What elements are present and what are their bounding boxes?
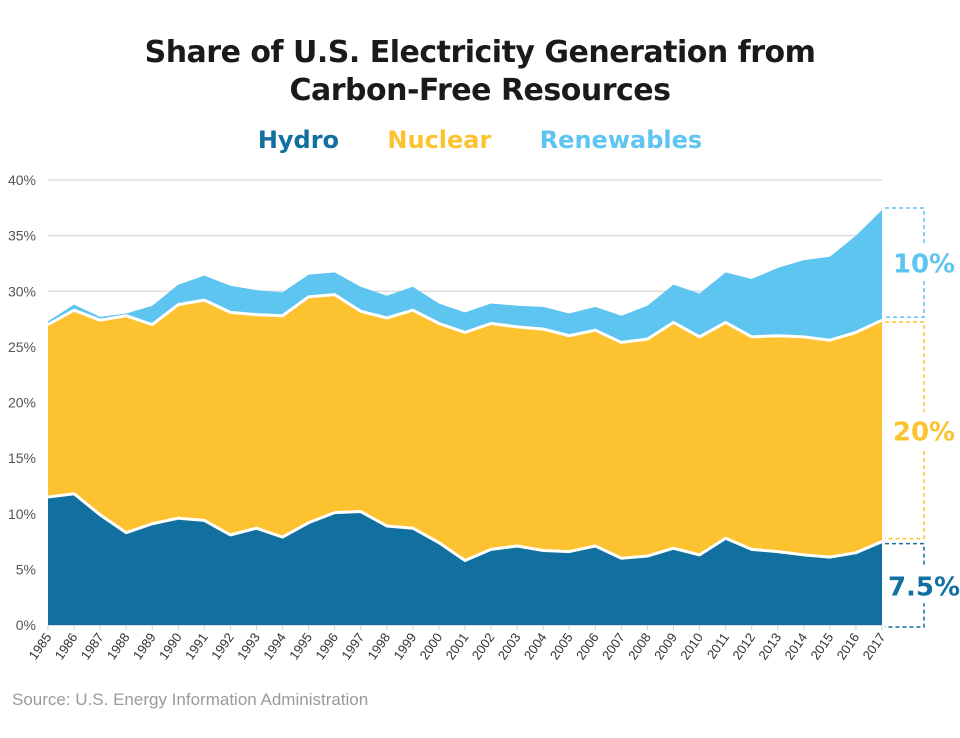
x-tick-label: 2000 bbox=[417, 630, 446, 662]
area-renewables bbox=[48, 210, 882, 343]
x-tick-label: 2010 bbox=[677, 630, 706, 662]
x-tick-label: 1992 bbox=[208, 630, 237, 662]
x-tick-label: 2003 bbox=[495, 630, 524, 662]
x-tick-label: 2015 bbox=[807, 630, 836, 662]
x-tick-label: 1990 bbox=[156, 630, 185, 662]
x-tick-label: 2017 bbox=[860, 630, 889, 662]
chart-title: Share of U.S. Electricity Generation fro… bbox=[0, 34, 960, 110]
y-tick-label: 30% bbox=[8, 283, 36, 299]
x-tick-label: 1997 bbox=[338, 630, 367, 662]
x-tick-label: 2013 bbox=[755, 630, 784, 662]
x-tick-label: 1989 bbox=[130, 630, 159, 662]
y-tick-label: 25% bbox=[8, 339, 36, 355]
y-tick-label: 5% bbox=[16, 561, 36, 577]
x-tick-label: 1986 bbox=[52, 630, 81, 662]
annotation-label-bg bbox=[894, 244, 954, 281]
legend: Hydro Nuclear Renewables bbox=[0, 126, 960, 154]
x-tick-label: 1999 bbox=[390, 630, 419, 662]
x-tick-label: 1995 bbox=[286, 630, 315, 662]
annotation-label-nuclear: 20% bbox=[893, 417, 955, 447]
x-tick-label: 2014 bbox=[781, 630, 810, 662]
x-tick-label: 2011 bbox=[704, 630, 732, 662]
x-tick-label: 1996 bbox=[312, 630, 341, 662]
y-tick-label: 10% bbox=[8, 506, 36, 522]
legend-nuclear: Nuclear bbox=[387, 126, 492, 154]
x-tick-label: 1985 bbox=[26, 630, 55, 662]
legend-renewables: Renewables bbox=[539, 126, 703, 154]
title-line-1: Share of U.S. Electricity Generation fro… bbox=[144, 35, 816, 70]
annotation-label-renewables: 10% bbox=[893, 250, 955, 280]
x-tick-label: 2012 bbox=[729, 630, 758, 662]
x-tick-label: 2007 bbox=[599, 630, 628, 662]
boundary-nuclear bbox=[47, 293, 883, 344]
x-tick-label: 1987 bbox=[78, 630, 107, 662]
legend-hydro: Hydro bbox=[257, 126, 340, 154]
x-tick-label: 1988 bbox=[104, 630, 133, 662]
title-line-2: Carbon-Free Resources bbox=[289, 73, 671, 108]
y-tick-label: 15% bbox=[8, 450, 36, 466]
x-tick-label: 1993 bbox=[234, 630, 263, 662]
x-tick-label: 2005 bbox=[547, 630, 576, 662]
x-tick-label: 2009 bbox=[651, 630, 680, 662]
x-tick-label: 1994 bbox=[260, 630, 289, 662]
x-tick-label: 2006 bbox=[573, 630, 602, 662]
y-tick-label: 35% bbox=[8, 228, 36, 244]
y-tick-label: 40% bbox=[8, 172, 36, 188]
annotation-label-hydro: 7.5% bbox=[888, 572, 960, 602]
x-tick-label: 2004 bbox=[521, 630, 550, 662]
x-tick-label: 1991 bbox=[182, 630, 211, 662]
y-tick-label: 0% bbox=[16, 617, 36, 633]
annotation-label-bg bbox=[894, 412, 954, 449]
x-tick-label: 2016 bbox=[834, 630, 863, 662]
area-hydro bbox=[48, 493, 882, 625]
x-tick-label: 2001 bbox=[443, 630, 472, 662]
boundary-hydro bbox=[47, 492, 883, 562]
y-tick-label: 20% bbox=[8, 395, 36, 411]
source-note: Source: U.S. Energy Information Administ… bbox=[12, 690, 369, 709]
area-nuclear bbox=[48, 294, 882, 561]
x-tick-label: 2008 bbox=[625, 630, 654, 662]
x-tick-label: 2002 bbox=[469, 630, 498, 662]
annotation-label-bg bbox=[894, 567, 954, 604]
x-tick-label: 1998 bbox=[364, 630, 393, 662]
